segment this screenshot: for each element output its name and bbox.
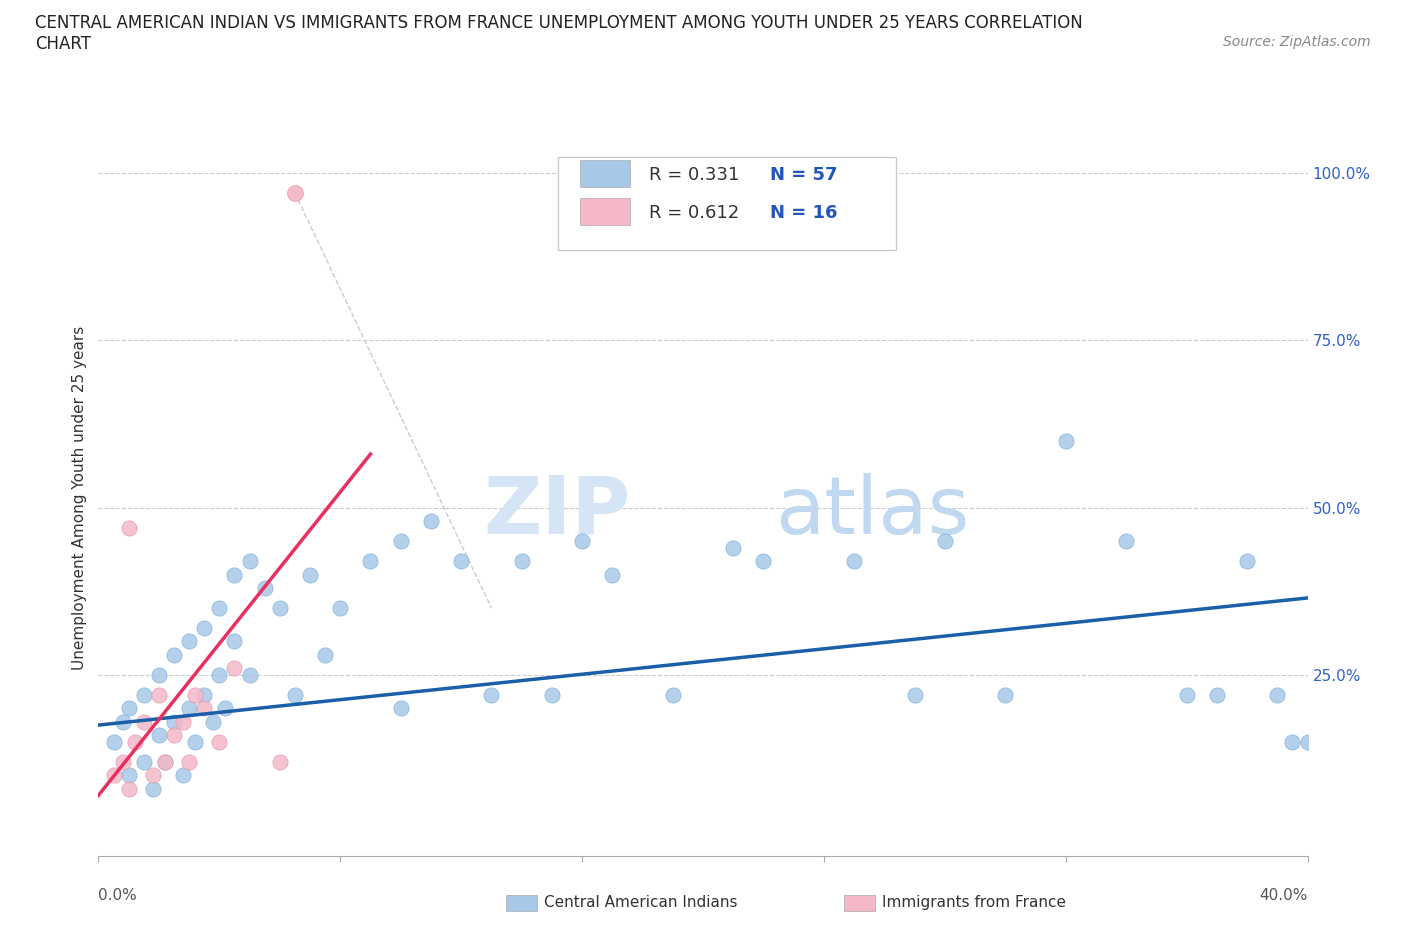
Point	[510, 553, 533, 568]
Text: N = 57: N = 57	[769, 166, 837, 183]
Point	[111, 714, 134, 729]
Point	[224, 634, 246, 649]
Point	[179, 754, 201, 769]
Point	[118, 768, 141, 783]
Point	[184, 687, 207, 702]
Point	[132, 714, 155, 729]
Point	[132, 754, 155, 769]
Point	[202, 714, 225, 729]
Point	[844, 553, 866, 568]
Point	[118, 520, 141, 535]
Point	[602, 567, 624, 582]
Point	[389, 534, 412, 549]
Point	[1175, 687, 1198, 702]
Point	[184, 735, 207, 750]
Point	[314, 647, 336, 662]
Point	[208, 601, 231, 616]
Point	[118, 781, 141, 796]
Text: atlas: atlas	[776, 472, 970, 551]
Point	[723, 540, 745, 555]
Point	[1206, 687, 1229, 702]
Point	[214, 701, 236, 716]
Point	[269, 601, 291, 616]
Text: Immigrants from France: Immigrants from France	[882, 895, 1066, 910]
Point	[239, 668, 262, 683]
Point	[1267, 687, 1289, 702]
Point	[1115, 534, 1137, 549]
Point	[1281, 735, 1303, 750]
Text: 40.0%: 40.0%	[1260, 888, 1308, 903]
Point	[103, 768, 125, 783]
Point	[193, 620, 215, 635]
Point	[172, 714, 194, 729]
Point	[389, 701, 412, 716]
Point	[153, 754, 176, 769]
Point	[571, 534, 593, 549]
Point	[142, 768, 165, 783]
Point	[163, 727, 186, 742]
Point	[153, 754, 176, 769]
Y-axis label: Unemployment Among Youth under 25 years: Unemployment Among Youth under 25 years	[72, 326, 87, 670]
Point	[179, 634, 201, 649]
Point	[111, 754, 134, 769]
Point	[284, 687, 307, 702]
Point	[193, 701, 215, 716]
Text: ZIP: ZIP	[484, 472, 630, 551]
Point	[1054, 433, 1077, 448]
Text: N = 16: N = 16	[769, 204, 837, 221]
Point	[172, 768, 194, 783]
Point	[148, 668, 170, 683]
Point	[540, 687, 562, 702]
Point	[253, 580, 276, 595]
Point	[118, 701, 141, 716]
Point	[224, 567, 246, 582]
Text: CENTRAL AMERICAN INDIAN VS IMMIGRANTS FROM FRANCE UNEMPLOYMENT AMONG YOUTH UNDER: CENTRAL AMERICAN INDIAN VS IMMIGRANTS FR…	[35, 14, 1083, 32]
Text: 0.0%: 0.0%	[98, 888, 138, 903]
Bar	[579, 198, 630, 225]
Point	[662, 687, 685, 702]
Point	[360, 553, 382, 568]
Text: Source: ZipAtlas.com: Source: ZipAtlas.com	[1223, 35, 1371, 49]
Point	[420, 513, 443, 528]
Point	[239, 553, 262, 568]
Point	[481, 687, 503, 702]
Point	[148, 727, 170, 742]
Point	[904, 687, 927, 702]
Point	[132, 687, 155, 702]
Point	[163, 647, 186, 662]
Point	[1296, 735, 1319, 750]
Point	[269, 754, 291, 769]
Text: Central American Indians: Central American Indians	[544, 895, 738, 910]
Point	[179, 701, 201, 716]
Point	[299, 567, 322, 582]
Point	[284, 186, 307, 201]
Point	[208, 735, 231, 750]
Point	[124, 735, 146, 750]
Point	[329, 601, 352, 616]
Point	[103, 735, 125, 750]
FancyBboxPatch shape	[558, 157, 897, 250]
Point	[208, 668, 231, 683]
Point	[193, 687, 215, 702]
Text: CHART: CHART	[35, 35, 91, 53]
Text: R = 0.331: R = 0.331	[648, 166, 740, 183]
Point	[994, 687, 1017, 702]
Point	[163, 714, 186, 729]
Bar	[579, 160, 630, 188]
Point	[142, 781, 165, 796]
Point	[1236, 553, 1258, 568]
Text: R = 0.612: R = 0.612	[648, 204, 738, 221]
Point	[224, 661, 246, 676]
Point	[934, 534, 956, 549]
Point	[450, 553, 472, 568]
Point	[148, 687, 170, 702]
Point	[752, 553, 775, 568]
